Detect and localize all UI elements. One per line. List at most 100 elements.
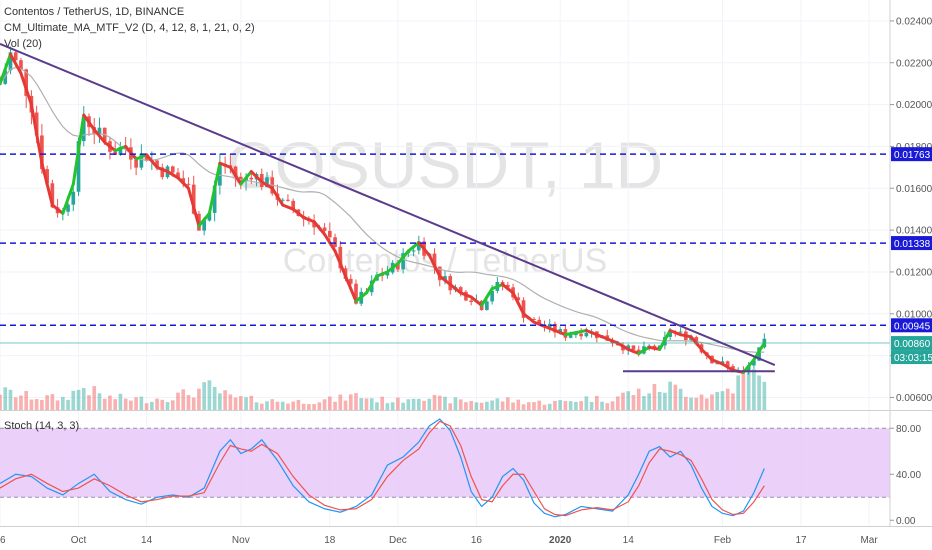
- candle-body: [505, 284, 510, 288]
- time-axis-labels[interactable]: 16 Oct 14 Nov 18 Dec 16 2020 14 Feb 17 Mar: [0, 535, 878, 546]
- volume-bar: [218, 393, 222, 410]
- volume-bar: [149, 401, 154, 410]
- time-tick-label: Mar: [860, 535, 878, 546]
- candle-body: [458, 287, 463, 292]
- volume-bar: [673, 384, 678, 410]
- candle-body: [411, 250, 416, 252]
- fast-moving-average: [0, 67, 7, 86]
- volume-bar: [589, 402, 594, 410]
- volume-bar: [458, 399, 463, 410]
- volume-bar: [615, 396, 620, 410]
- volume-bar: [60, 396, 65, 410]
- candle-body: [160, 167, 165, 178]
- volume-bar: [176, 392, 180, 410]
- candle-body: [469, 300, 474, 303]
- candle-body: [521, 300, 526, 318]
- volume-bar: [694, 397, 699, 410]
- volume-bar: [228, 394, 233, 410]
- price-tick-label: 0.01000: [896, 309, 932, 320]
- candle-body: [348, 278, 353, 284]
- candle-body: [678, 331, 683, 333]
- volume-bar: [102, 398, 107, 410]
- candle-body: [40, 135, 44, 170]
- volume-bar: [663, 392, 667, 410]
- chart-title[interactable]: Contentos / TetherUS, 1D, BINANCE: [4, 6, 185, 18]
- candle-body: [207, 212, 212, 221]
- candle-body: [212, 185, 217, 213]
- slow-moving-average: [0, 67, 765, 353]
- fast-moving-average: [480, 295, 489, 307]
- volume-bar: [720, 391, 725, 410]
- level-price-tag-text: 0.01338: [894, 239, 931, 250]
- volume-bar: [652, 383, 657, 410]
- volume-bar: [333, 401, 337, 410]
- chart-overlays: [0, 43, 890, 374]
- volume-bar: [186, 395, 191, 410]
- candle-body: [45, 169, 49, 184]
- bar-countdown-tag-text: 03:03:15: [894, 353, 932, 364]
- volume-bar: [547, 403, 552, 410]
- time-tick-label: Oct: [71, 535, 87, 546]
- volume-bar: [752, 369, 756, 410]
- volume-bar: [385, 403, 390, 410]
- candle-body: [280, 199, 285, 201]
- volume-bar: [710, 394, 714, 410]
- level-price-tag-box: [891, 236, 932, 251]
- price-tick-label: 0.01400: [896, 226, 932, 237]
- candle-body: [668, 331, 672, 337]
- volume-bar: [532, 402, 536, 410]
- candle-body: [338, 246, 343, 269]
- candle-body: [265, 177, 269, 188]
- volume-bar: [715, 392, 720, 410]
- bar-countdown-tag: 03:03:15: [891, 350, 932, 365]
- volume-bar: [160, 399, 165, 410]
- volume-bar: [40, 399, 44, 410]
- candle-body: [249, 177, 254, 180]
- time-tick-label: 14: [141, 535, 153, 546]
- indicator-legend[interactable]: CM_Ultimate_MA_MTF_V2 (D, 4, 12, 8, 1, 2…: [4, 22, 255, 34]
- stoch-legend[interactable]: Stoch (14, 3, 3): [4, 420, 80, 432]
- candle-body: [432, 253, 437, 267]
- fast-moving-average: [207, 186, 217, 215]
- volume-bar: [181, 389, 186, 410]
- volume-bar: [0, 394, 2, 410]
- volume-bar: [223, 390, 227, 410]
- candle-body: [579, 333, 583, 337]
- volume-bar: [338, 394, 343, 410]
- volume-bar: [359, 398, 364, 410]
- fast-moving-average: [338, 262, 348, 278]
- volume-bar: [490, 400, 494, 410]
- volume-bar: [113, 399, 118, 410]
- fast-moving-average: [370, 274, 379, 286]
- volume-bar: [563, 401, 568, 410]
- time-tick-label: Dec: [389, 535, 407, 546]
- fast-moving-average: [186, 186, 196, 209]
- candle-body: [71, 191, 76, 205]
- candle-body: [720, 361, 725, 364]
- volume-legend[interactable]: Vol (20): [4, 38, 42, 50]
- volume-bar: [631, 394, 636, 410]
- candle-body: [516, 297, 521, 301]
- volume-bar: [600, 401, 604, 410]
- volume-bar: [736, 375, 741, 410]
- volume-bar: [144, 403, 149, 410]
- fast-moving-average: [323, 232, 332, 245]
- candle-body: [715, 363, 720, 365]
- volume-bar: [81, 388, 86, 410]
- fast-moving-average: [344, 274, 353, 291]
- volume-bar: [364, 398, 369, 410]
- candle-body: [416, 241, 421, 251]
- volume-bar: [621, 392, 625, 410]
- fast-moving-average: [77, 113, 86, 152]
- current-price-tag-text: 0.00860: [894, 339, 931, 350]
- volume-bar: [24, 391, 29, 410]
- candle-body: [333, 237, 337, 247]
- volume-bar: [668, 381, 672, 410]
- volume-bar: [495, 398, 500, 410]
- volume-bar: [741, 371, 746, 410]
- price-tick-label: 0.00600: [896, 393, 932, 404]
- volume-bar: [197, 388, 201, 410]
- fast-moving-average: [427, 253, 437, 268]
- volume-bar: [579, 401, 583, 410]
